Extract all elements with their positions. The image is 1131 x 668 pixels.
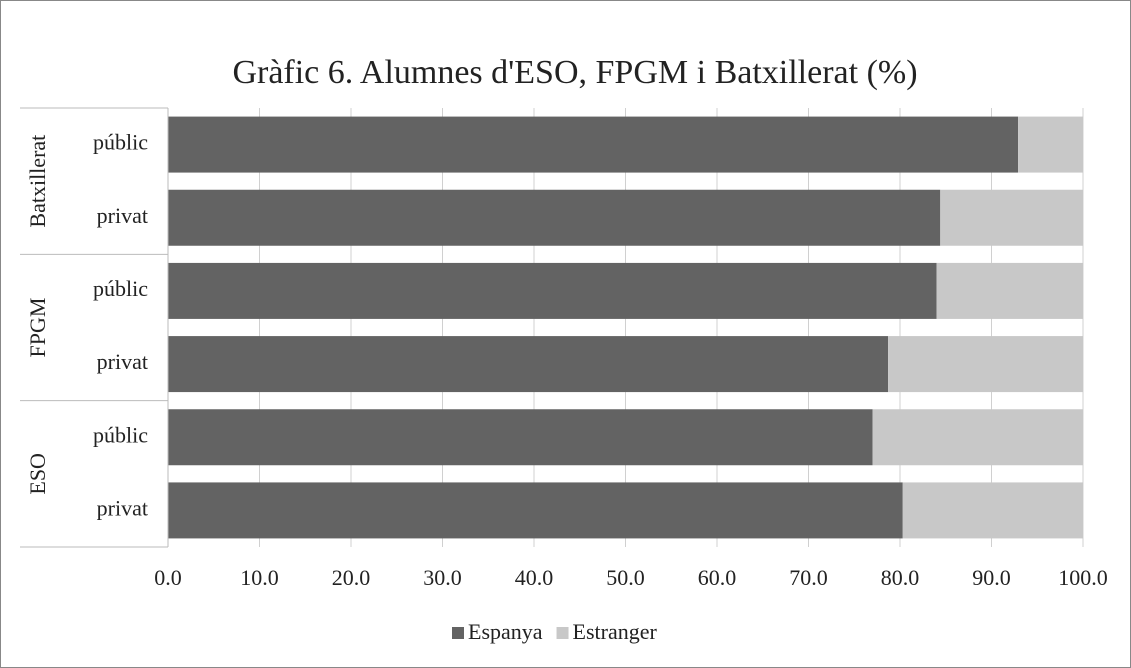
bar — [1018, 116, 1083, 173]
legend-label: Espanya — [468, 619, 543, 644]
x-tick-label: 80.0 — [881, 565, 920, 590]
chart-title: Gràfic 6. Alumnes d'ESO, FPGM i Batxille… — [232, 54, 917, 91]
y-tick-label: públic — [93, 130, 148, 155]
y-tick-label: privat — [97, 349, 148, 374]
group-label: FPGM — [25, 298, 50, 358]
y-tick-label: públic — [93, 422, 148, 447]
y-tick-label: públic — [93, 276, 148, 301]
y-tick-label: privat — [97, 203, 148, 228]
bar — [940, 189, 1083, 246]
x-tick-label: 50.0 — [606, 565, 645, 590]
legend-swatch — [452, 627, 464, 639]
x-tick-label: 40.0 — [515, 565, 554, 590]
x-tick-label: 100.0 — [1058, 565, 1108, 590]
y-tick-label: privat — [97, 495, 148, 520]
legend-swatch — [556, 627, 569, 639]
bar — [168, 189, 941, 246]
bar — [888, 336, 1083, 393]
x-tick-label: 10.0 — [240, 565, 279, 590]
bar — [168, 409, 873, 466]
bar — [872, 409, 1083, 466]
bar — [168, 482, 903, 539]
bar — [902, 482, 1083, 539]
x-tick-label: 90.0 — [972, 565, 1011, 590]
x-tick-label: 70.0 — [789, 565, 828, 590]
bar — [168, 336, 889, 393]
x-tick-label: 60.0 — [698, 565, 737, 590]
legend-label: Estranger — [573, 619, 658, 644]
bar — [936, 262, 1083, 319]
x-tick-label: 0.0 — [154, 565, 182, 590]
bar — [168, 116, 1019, 173]
group-label: Batxillerat — [25, 135, 50, 228]
group-label: ESO — [25, 453, 50, 495]
x-tick-label: 30.0 — [423, 565, 462, 590]
x-tick-label: 20.0 — [332, 565, 371, 590]
bar — [168, 262, 937, 319]
